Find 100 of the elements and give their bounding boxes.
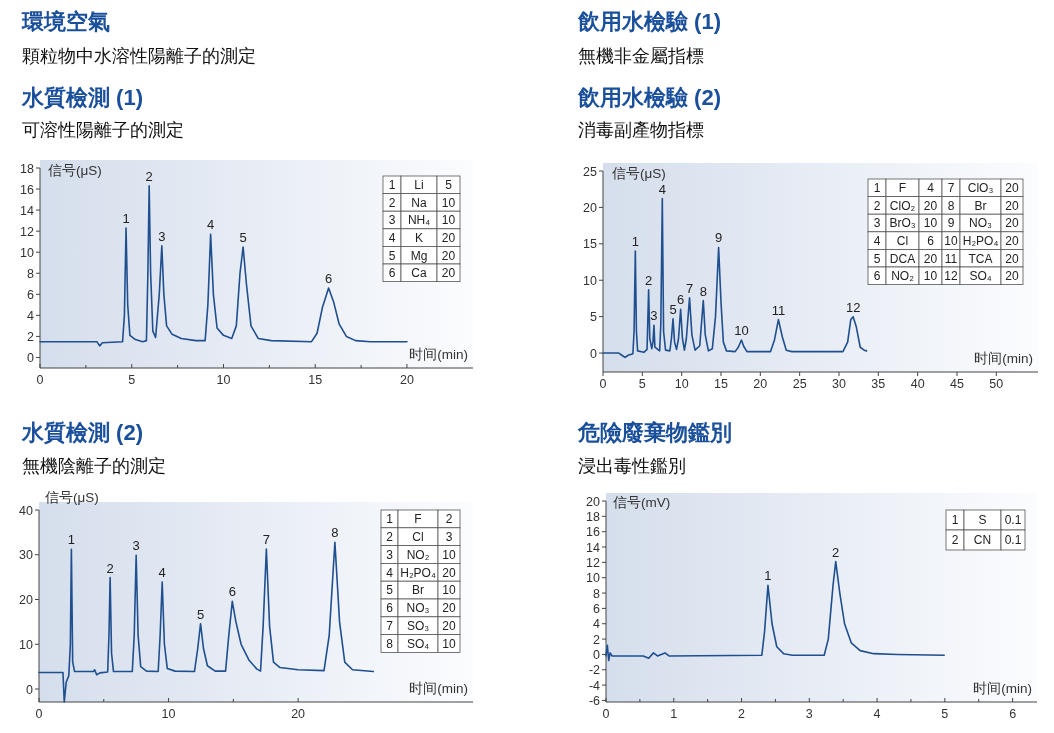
ytick: 16 [20,182,34,197]
annotation: 3 [388,213,396,228]
table-cell: Na [400,193,438,212]
annotation: CN [973,533,992,548]
xtick: 1 [670,707,678,721]
peak-label: 7 [685,280,694,296]
ytick: 40 [19,503,33,518]
annotation: ClO₂ [889,198,916,213]
table-cell: F [397,509,439,529]
xtick: 4 [873,707,881,721]
table-cell: NO₃ [959,213,1002,233]
ytick: 14 [20,203,34,218]
annotation: NO₃ [406,601,430,616]
title: 水質檢測 (1) [22,85,143,110]
annotation: 5 [388,248,396,263]
ytick: 12 [586,555,600,570]
ytick: 6 [593,601,600,616]
ytick: -6 [588,693,600,708]
table-cell: 20 [1000,196,1024,215]
ytick: -4 [588,678,600,693]
peak-label: 2 [645,272,653,288]
table-cell: 2 [867,196,887,215]
annotation: 20 [441,248,456,263]
ytick: 2 [593,632,600,647]
ytick: 6 [27,287,34,302]
table-cell: Br [959,196,1002,215]
xlabel: 时间(min) [409,347,468,362]
annotation: 4 [873,233,881,248]
annotation: 8 [386,636,394,651]
table-cell: 4 [867,231,887,250]
ylabel: 信号(μS) [612,166,666,181]
table-cell: 20 [1000,213,1024,233]
xtick: 5 [128,373,136,387]
peak-label: 5 [669,301,677,317]
peak-label: 6 [228,584,236,600]
table-cell: 10 [918,213,943,233]
peak-label: 2 [832,544,840,560]
annotation: 20 [1005,251,1019,266]
table-cell: NO₂ [397,545,439,564]
peak-label: 9 [715,230,723,246]
ytick: 15 [583,237,597,252]
annotation: 9 [947,216,955,231]
annotation: SO₄ [969,269,992,284]
annotation: S [978,513,987,528]
annotation: 3 [445,530,453,544]
peak-label: 3 [158,228,166,244]
peak-label: 6 [325,271,333,286]
annotation: TCA [968,251,993,266]
subtitle: 可溶性陽離子的測定 [22,120,184,140]
peak-label: 10 [734,322,749,338]
table-cell: NH₄ [400,210,438,230]
table-cell: 20 [436,263,461,282]
table-cell: 9 [941,213,961,233]
annotation: NH₄ [407,213,431,228]
table-cell: SO₃ [397,616,439,635]
annotation: 2 [386,530,394,544]
annotation: 10 [442,583,456,598]
table-cell: ClO₃ [959,178,1002,197]
ytick: 20 [583,200,597,215]
annotation: 7 [947,181,955,196]
table-cell: 10 [437,545,461,564]
xtick: 6 [1009,707,1017,721]
annotation: 10 [923,216,938,231]
annotation: 20 [1005,181,1019,196]
annotation: 4 [388,230,396,245]
annotation: Mg [410,248,428,263]
xtick: 20 [400,373,414,387]
annotation: 20 [1005,269,1019,284]
annotation: Cl [412,530,424,544]
annotation: 5 [445,178,453,193]
xtick: 15 [308,373,323,387]
peak-label: 1 [764,568,772,584]
table-cell: 2 [437,509,461,529]
annotation: 8 [947,198,955,213]
subtitle: 浸出毒性鑑別 [578,456,686,476]
ytick: 10 [583,273,597,288]
xtick: 20 [291,707,306,721]
table-cell: 1 [382,175,402,194]
xtick: 20 [753,377,768,391]
xtick: 0 [35,707,43,721]
xtick: 50 [989,377,1004,391]
annotation: 2 [445,512,453,527]
xtick: 10 [674,377,689,391]
ytick: 12 [20,224,34,239]
annotation: 5 [873,251,881,266]
annotation: Br [974,198,987,213]
xtick: 0 [36,373,44,387]
table-cell: Ca [400,263,438,282]
ytick: 10 [19,637,33,652]
annotation: Cl [896,233,909,248]
table-cell: 20 [437,598,461,618]
annotation: 4 [386,565,394,580]
annotation: 2 [951,533,959,548]
annotation: 2 [873,198,881,213]
xtick: 5 [941,707,949,721]
annotation: 10 [442,547,456,562]
peak-label: 8 [331,525,339,541]
table-cell: 10 [918,266,943,285]
table-cell: SO₄ [397,634,439,653]
annotation: 20 [1005,233,1019,248]
